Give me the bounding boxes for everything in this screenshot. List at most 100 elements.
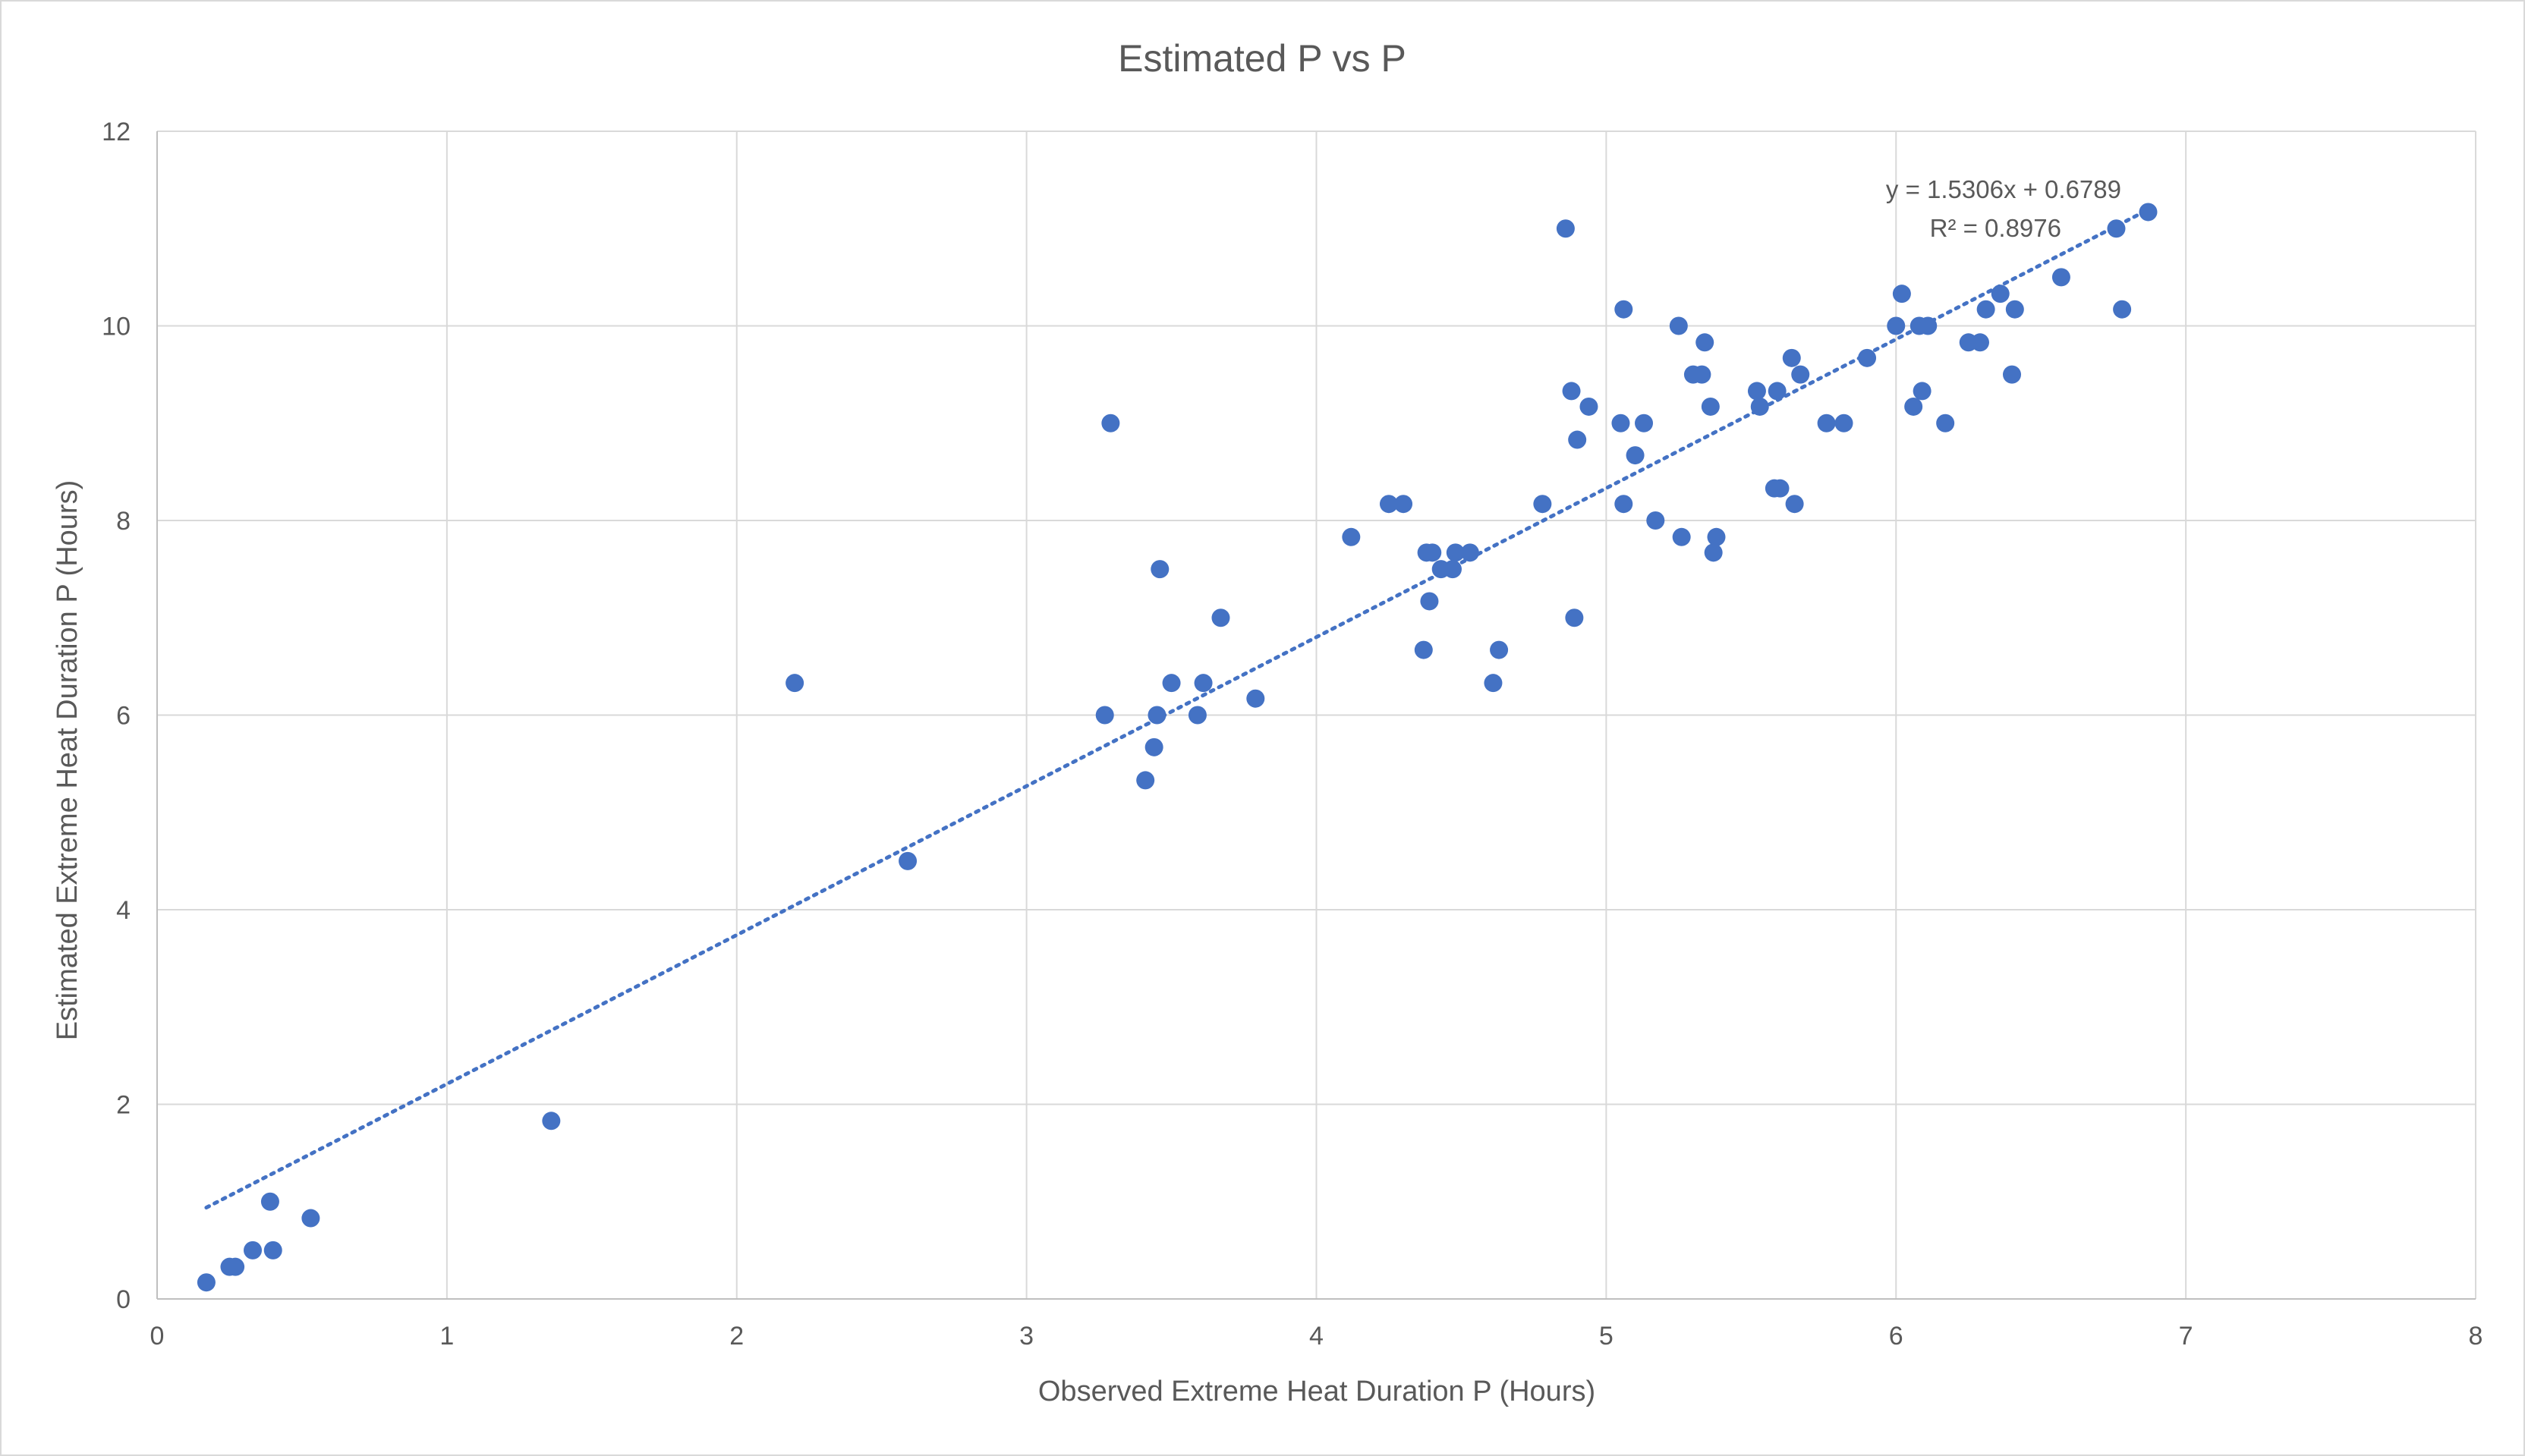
data-point [1565, 609, 1584, 627]
data-point [1556, 219, 1575, 238]
data-point [2113, 300, 2132, 319]
data-point [542, 1112, 561, 1131]
data-point [1635, 414, 1654, 432]
data-point [1533, 495, 1552, 514]
data-point [1747, 382, 1766, 401]
y-tick-label: 2 [116, 1091, 131, 1120]
y-axis-title: Estimated Extreme Heat Duration P (Hours… [52, 480, 83, 1040]
data-point [1791, 365, 1810, 384]
chart-title: Estimated P vs P [1118, 37, 1406, 80]
data-point [2107, 219, 2126, 238]
data-point [1194, 674, 1213, 693]
data-point [1379, 495, 1398, 514]
data-point [1701, 397, 1720, 416]
data-point [226, 1257, 245, 1276]
data-point [1834, 414, 1853, 432]
data-point [1342, 527, 1361, 546]
data-point [1771, 479, 1790, 498]
data-point [1246, 689, 1265, 708]
data-point [899, 851, 918, 870]
data-point [1817, 414, 1836, 432]
y-tick-label: 10 [102, 313, 131, 341]
data-point [1460, 543, 1479, 562]
data-point [2005, 300, 2024, 319]
axes [156, 131, 2476, 1300]
data-points [197, 203, 2158, 1292]
data-point [2003, 365, 2021, 384]
data-point [1151, 560, 1170, 579]
data-point [1414, 640, 1433, 659]
data-point [1490, 640, 1509, 659]
data-point [1614, 495, 1633, 514]
data-point [1904, 397, 1923, 416]
x-tick-label: 5 [1599, 1322, 1614, 1351]
data-point [1858, 348, 1877, 367]
data-point [1101, 414, 1120, 432]
data-point [1626, 446, 1645, 465]
data-point [1484, 674, 1503, 693]
data-point [1669, 316, 1688, 335]
data-point [1919, 316, 1938, 335]
data-point [1148, 706, 1166, 725]
data-point [1611, 414, 1630, 432]
x-axis-title: Observed Extreme Heat Duration P (Hours) [1038, 1376, 1595, 1407]
data-point [1646, 511, 1665, 530]
data-point [1692, 365, 1711, 384]
x-tick-label: 8 [2469, 1322, 2483, 1351]
data-point [1423, 543, 1442, 562]
x-tick-label: 0 [150, 1322, 165, 1351]
x-tick-label: 7 [2179, 1322, 2193, 1351]
x-tick-label: 3 [1019, 1322, 1034, 1351]
x-tick-label: 1 [439, 1322, 454, 1351]
data-point [1976, 300, 1995, 319]
x-tick-label: 6 [1889, 1322, 1903, 1351]
data-point [786, 674, 804, 693]
x-tick-label: 2 [729, 1322, 744, 1351]
data-point [1446, 543, 1465, 562]
data-point [2139, 203, 2158, 222]
data-point [1144, 737, 1163, 756]
y-tick-label: 0 [116, 1285, 131, 1314]
data-point [1768, 382, 1787, 401]
data-point [1579, 397, 1598, 416]
trendline-equation: y = 1.5306x + 0.6789 [1886, 175, 2121, 203]
data-point [1568, 430, 1587, 449]
data-point [1420, 592, 1439, 611]
data-point [1936, 414, 1955, 432]
data-point [1394, 495, 1413, 514]
data-point [1707, 527, 1726, 546]
gridlines [157, 131, 2476, 1299]
trendline [204, 207, 2150, 1210]
data-point [1782, 348, 1801, 367]
trendline-layer [204, 207, 2150, 1210]
data-point [301, 1209, 320, 1228]
trendline-r-squared: R² = 0.8976 [1930, 214, 2061, 242]
data-point [1162, 674, 1181, 693]
y-tick-label: 8 [116, 507, 131, 536]
data-point [1695, 333, 1714, 352]
data-point [1750, 397, 1769, 416]
data-point [244, 1241, 263, 1259]
data-point [1614, 300, 1633, 319]
data-point [1785, 495, 1804, 514]
y-tick-label: 12 [102, 118, 131, 146]
data-point [1887, 316, 1906, 335]
data-point [2051, 268, 2070, 287]
data-point [1672, 527, 1691, 546]
data-point [263, 1241, 282, 1259]
y-tick-label: 4 [116, 896, 131, 925]
data-point [1913, 382, 1932, 401]
data-point [1136, 771, 1155, 790]
data-point [1188, 706, 1207, 725]
data-point [197, 1273, 216, 1292]
data-point [1704, 543, 1723, 562]
x-tick-label: 4 [1309, 1322, 1324, 1351]
data-point [1991, 285, 2010, 303]
data-point [1443, 560, 1462, 579]
data-point [1211, 609, 1230, 627]
y-tick-label: 6 [116, 702, 131, 731]
